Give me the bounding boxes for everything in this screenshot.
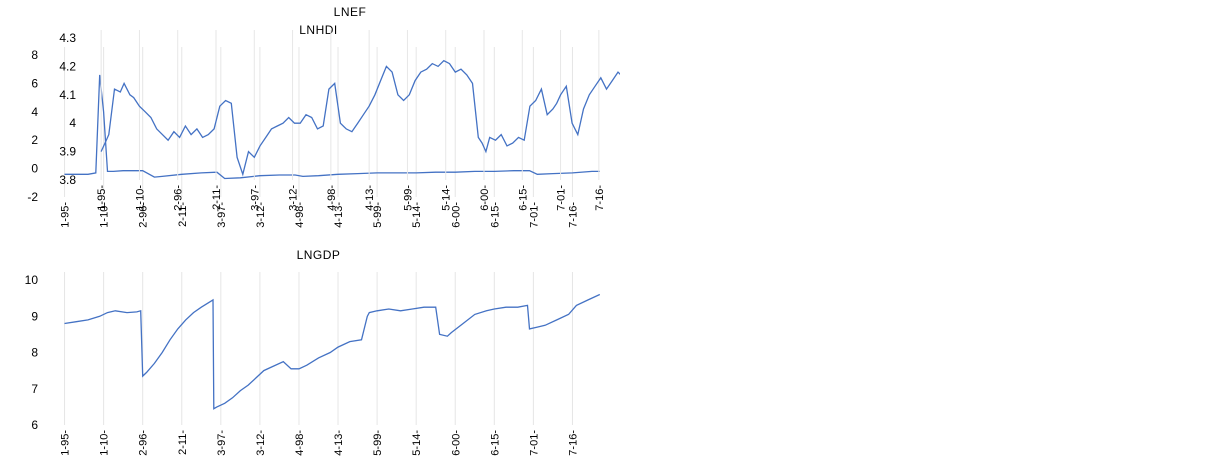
x-tick-label: 5-14- [411, 430, 423, 456]
x-tick-label: 7-16- [567, 202, 579, 228]
y-tick-label: 0 [31, 162, 38, 176]
y-tick-label: 9 [31, 309, 38, 323]
x-tick-label: 7-16- [594, 185, 606, 211]
series-line [64, 74, 600, 180]
x-tick-label: 6-00- [479, 185, 491, 211]
y-tick-label: 4.3 [59, 31, 76, 45]
x-tick-label: 3-97- [216, 430, 228, 456]
x-tick-label: 6-15- [489, 430, 501, 456]
x-tick-label: 5-99- [372, 202, 384, 228]
y-tick-label: 8 [31, 346, 38, 360]
x-tick-label: 4-13- [364, 185, 376, 211]
lngdp-chart: LNGDP 1-95- 1-10- 2-96- 2-11- 3-97- 3-12- 4-98-… [0, 245, 600, 465]
y-tick-label: 10 [25, 273, 39, 287]
chart-title: LNHDI [299, 23, 338, 37]
x-tick-label: 2-11- [177, 202, 189, 227]
x-tick-label: 2-11- [211, 185, 223, 210]
x-tick-label: 4-98- [326, 185, 338, 211]
x-tick-label: 4-13- [333, 202, 345, 228]
y-tick-label: 3.8 [59, 173, 76, 187]
x-tick-label: 4-98- [294, 430, 306, 456]
x-tick-label: 3-12- [288, 185, 300, 211]
x-tick-label: 3-97- [249, 185, 261, 211]
x-tick-label: 7-01- [528, 430, 540, 456]
x-tick-label: 3-97- [216, 202, 228, 228]
x-tick-label: 4-13- [333, 430, 345, 456]
x-tick-label: 7-01- [556, 185, 568, 211]
x-tick-label: 5-99- [372, 430, 384, 456]
lnef-chart-svg: LNEF 1-95- 1-10- 2-96- 2-11- 3-97- 3-12- 4-98- 4… [59, 5, 620, 211]
y-tick-label: 4.1 [59, 88, 76, 102]
series-line [100, 59, 620, 177]
x-tick-label: 6-00- [450, 430, 462, 456]
x-tick-label: 5-99- [402, 185, 414, 211]
x-tick-label: 2-96- [138, 202, 150, 228]
lngdp-chart-svg: LNGDP 1-95- 1-10- 2-96- 2-11- 3-97- 3-12- 4-98-… [25, 248, 600, 456]
x-tick-label: 1-95- [60, 430, 72, 456]
x-tick-label: 1-95- [96, 185, 108, 211]
y-tick-label: 2 [31, 133, 38, 147]
x-tick-label: 6-15- [489, 202, 501, 228]
x-tick-label: 5-14- [411, 202, 423, 228]
y-tick-label: 3.9 [59, 145, 76, 159]
x-tick-label: 5-14- [441, 185, 453, 211]
x-tick-label: 1-95- [60, 202, 72, 228]
y-tick-label: 4 [69, 116, 76, 130]
x-tick-label: 3-12- [255, 202, 267, 228]
y-tick-label: 4 [31, 105, 38, 119]
chart-title: LNGDP [297, 248, 341, 262]
lnef-chart: LNEF 1-95- 1-10- 2-96- 2-11- 3-97- 3-12- 4-98- 4… [0, 0, 620, 245]
y-tick-label: 4.2 [59, 59, 76, 73]
x-tick-label: 2-96- [173, 185, 185, 211]
y-tick-label: 6 [31, 418, 38, 432]
x-tick-label: 1-10- [99, 202, 111, 228]
x-tick-label: 2-11- [177, 430, 189, 455]
x-tick-label: 1-10- [134, 185, 146, 211]
y-tick-label: 6 [31, 76, 38, 90]
x-tick-label: 2-96- [138, 430, 150, 456]
x-tick-label: 6-00- [450, 202, 462, 228]
y-tick-label: -2 [27, 190, 38, 204]
x-tick-label: 1-10- [99, 430, 111, 456]
x-tick-label: 6-15- [517, 185, 529, 211]
y-tick-label: 7 [31, 382, 38, 396]
lnhdi-chart: LNHDI 1-95- 1-10- 2-96- 2-11- 3-97- 3-12- 4-98-… [0, 0, 600, 245]
x-tick-label: 4-98- [294, 202, 306, 228]
chart-title: LNEF [334, 5, 367, 19]
x-tick-label: 7-16- [567, 430, 579, 456]
x-tick-label: 7-01- [528, 202, 540, 228]
y-tick-label: 8 [31, 48, 38, 62]
series-line [64, 293, 600, 410]
x-tick-label: 3-12- [255, 430, 267, 456]
